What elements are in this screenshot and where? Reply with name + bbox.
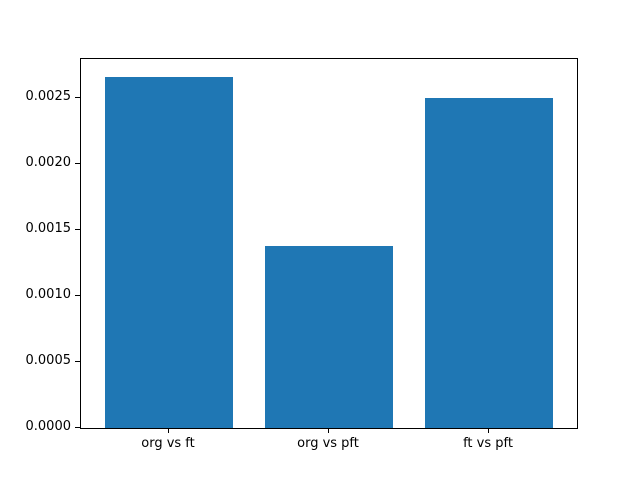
y-tick-label: 0.0010	[25, 286, 72, 302]
x-tick-label: org vs ft	[141, 436, 195, 451]
x-tick-label: org vs pft	[297, 436, 359, 451]
x-tick-label: ft vs pft	[463, 436, 513, 451]
x-tick-mark	[168, 428, 169, 433]
y-tick-label: 0.0005	[25, 352, 72, 368]
bar-org-vs-ft	[105, 76, 233, 428]
y-tick-label: 0.0020	[25, 154, 72, 170]
y-tick-mark	[75, 96, 80, 98]
y-tick-mark	[75, 228, 80, 230]
y-tick-label: 0.0015	[25, 220, 72, 236]
x-tick-mark	[328, 428, 329, 433]
bar-ft-vs-pft	[425, 97, 553, 428]
x-tick-mark	[488, 428, 489, 433]
bar-org-vs-pft	[265, 245, 393, 428]
y-tick-label: 0.0025	[25, 88, 72, 104]
plot-area	[80, 58, 578, 429]
y-tick-mark	[75, 427, 80, 428]
y-tick-mark	[75, 294, 80, 296]
y-tick-label: 0.0000	[25, 419, 72, 434]
y-tick-mark	[75, 162, 80, 164]
y-tick-mark	[75, 360, 80, 362]
